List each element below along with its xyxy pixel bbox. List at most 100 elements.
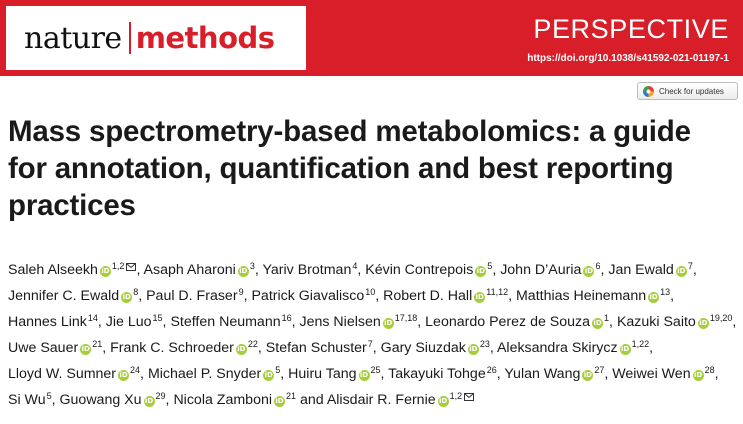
affiliation-number[interactable]: 5 xyxy=(275,365,281,375)
affiliation-number[interactable]: 7 xyxy=(367,339,373,349)
orcid-icon[interactable]: iD xyxy=(143,396,155,407)
author-item[interactable]: Kazuki Saito iD 19,20 xyxy=(616,313,733,330)
orcid-icon[interactable]: iD xyxy=(237,266,249,277)
affiliation-number[interactable]: 5 xyxy=(487,261,493,271)
author-name[interactable]: Hannes Link xyxy=(8,314,87,330)
orcid-icon[interactable]: iD xyxy=(619,344,631,355)
affiliation-number[interactable]: 24 xyxy=(130,365,141,375)
orcid-icon[interactable]: iD xyxy=(592,318,604,329)
author-item[interactable]: Robert D. Hall iD 11,12 xyxy=(383,287,509,304)
affiliation-number[interactable]: 15 xyxy=(152,313,163,323)
author-item[interactable]: Hannes Link14 xyxy=(8,313,98,330)
orcid-icon[interactable]: iD xyxy=(474,292,486,303)
affiliation-number[interactable]: 25 xyxy=(370,365,381,375)
author-name[interactable]: Robert D. Hall xyxy=(383,288,473,304)
affiliation-number[interactable]: 8 xyxy=(133,287,139,297)
orcid-icon[interactable]: iD xyxy=(121,292,133,303)
orcid-icon[interactable]: iD xyxy=(583,266,595,277)
author-item[interactable]: Frank C. Schroeder iD 22 xyxy=(110,339,258,356)
author-item[interactable]: Huiru Tang iD 25 xyxy=(288,365,381,382)
affiliation-number[interactable]: 29 xyxy=(155,391,166,401)
author-item[interactable]: Paul D. Fraser9 xyxy=(146,287,244,304)
author-name[interactable]: Paul D. Fraser xyxy=(146,288,238,304)
author-name[interactable]: John D’Auria xyxy=(500,262,582,278)
affiliation-number[interactable]: 19,20 xyxy=(709,313,733,323)
author-name[interactable]: Takayuki Tohge xyxy=(388,366,486,382)
author-item[interactable]: Nicola Zamboni iD 21 xyxy=(173,391,296,408)
affiliation-number[interactable]: 3 xyxy=(249,261,255,271)
author-name[interactable]: Saleh Alseekh xyxy=(8,262,98,278)
orcid-icon[interactable]: iD xyxy=(437,396,449,407)
author-item[interactable]: Gary Siuzdak iD 23 xyxy=(381,339,490,356)
author-item[interactable]: Kévin Contrepois iD 5 xyxy=(365,261,493,278)
affiliation-number[interactable]: 26 xyxy=(486,365,497,375)
orcid-icon[interactable]: iD xyxy=(648,292,660,303)
orcid-icon[interactable]: iD xyxy=(692,370,704,381)
affiliation-number[interactable]: 27 xyxy=(594,365,605,375)
author-name[interactable]: Asaph Aharoni xyxy=(143,262,236,278)
author-name[interactable]: Nicola Zamboni xyxy=(173,392,273,408)
author-item[interactable]: Michael P. Snyder iD 5 xyxy=(147,365,281,382)
author-name[interactable]: Lloyd W. Sumner xyxy=(8,366,117,382)
check-for-updates-button[interactable]: Check for updates xyxy=(637,82,738,100)
affiliation-number[interactable]: 14 xyxy=(87,313,98,323)
affiliation-number[interactable]: 1,22 xyxy=(631,339,650,349)
orcid-icon[interactable]: iD xyxy=(467,344,479,355)
author-name[interactable]: Alisdair R. Fernie xyxy=(326,392,436,408)
author-item[interactable]: John D’Auria iD 6 xyxy=(500,261,601,278)
author-item[interactable]: Yariv Brotman4 xyxy=(262,261,358,278)
author-item[interactable]: Asaph Aharoni iD 3 xyxy=(143,261,255,278)
affiliation-number[interactable]: 4 xyxy=(352,261,358,271)
author-item[interactable]: Takayuki Tohge26 xyxy=(388,365,497,382)
author-name[interactable]: Yariv Brotman xyxy=(262,262,352,278)
author-name[interactable]: Jennifer C. Ewald xyxy=(8,288,120,304)
orcid-icon[interactable]: iD xyxy=(382,318,394,329)
orcid-icon[interactable]: iD xyxy=(358,370,370,381)
author-name[interactable]: Weiwei Wen xyxy=(612,366,691,382)
orcid-icon[interactable]: iD xyxy=(118,370,130,381)
author-item[interactable]: Saleh Alseekh iD 1,2 xyxy=(8,261,137,278)
author-name[interactable]: Frank C. Schroeder xyxy=(110,340,234,356)
author-item[interactable]: Patrick Giavalisco10 xyxy=(251,287,376,304)
author-item[interactable]: Steffen Neumann16 xyxy=(170,313,291,330)
orcid-icon[interactable]: iD xyxy=(99,266,111,277)
affiliation-number[interactable]: 11,12 xyxy=(486,287,509,297)
affiliation-number[interactable]: 21 xyxy=(92,339,103,349)
journal-logo[interactable]: nature methods xyxy=(6,6,306,70)
affiliation-number[interactable]: 28 xyxy=(704,365,715,375)
author-name[interactable]: Uwe Sauer xyxy=(8,340,79,356)
envelope-icon[interactable] xyxy=(126,256,137,278)
author-item[interactable]: Si Wu5 xyxy=(8,391,52,408)
orcid-icon[interactable]: iD xyxy=(582,370,594,381)
author-item[interactable]: Alisdair R. Fernie iD 1,2 xyxy=(326,391,475,408)
affiliation-number[interactable]: 13 xyxy=(660,287,671,297)
author-name[interactable]: Stefan Schuster xyxy=(265,340,367,356)
author-name[interactable]: Kazuki Saito xyxy=(616,314,696,330)
author-item[interactable]: Jens Nielsen iD 17,18 xyxy=(300,313,418,330)
author-item[interactable]: Leonardo Perez de Souza iD 1 xyxy=(425,313,610,330)
affiliation-number[interactable]: 17,18 xyxy=(394,313,418,323)
author-name[interactable]: Steffen Neumann xyxy=(170,314,281,330)
affiliation-number[interactable]: 5 xyxy=(46,391,52,401)
author-name[interactable]: Si Wu xyxy=(8,392,46,408)
orcid-icon[interactable]: iD xyxy=(475,266,487,277)
affiliation-number[interactable]: 1,2 xyxy=(111,261,125,271)
author-item[interactable]: Guowang Xu iD 29 xyxy=(60,391,166,408)
author-name[interactable]: Patrick Giavalisco xyxy=(251,288,365,304)
affiliation-number[interactable]: 10 xyxy=(365,287,376,297)
author-item[interactable]: Matthias Heinemann iD 13 xyxy=(515,287,671,304)
author-name[interactable]: Michael P. Snyder xyxy=(147,366,262,382)
author-name[interactable]: Yulan Wang xyxy=(504,366,581,382)
affiliation-number[interactable]: 1 xyxy=(604,313,610,323)
orcid-icon[interactable]: iD xyxy=(697,318,709,329)
doi-link[interactable]: https://doi.org/10.1038/s41592-021-01197… xyxy=(527,53,729,64)
affiliation-number[interactable]: 6 xyxy=(595,261,601,271)
orcid-icon[interactable]: iD xyxy=(263,370,275,381)
envelope-icon[interactable] xyxy=(464,386,475,408)
affiliation-number[interactable]: 1,2 xyxy=(449,391,463,401)
author-item[interactable]: Jennifer C. Ewald iD 8 xyxy=(8,287,139,304)
affiliation-number[interactable]: 23 xyxy=(479,339,490,349)
author-name[interactable]: Matthias Heinemann xyxy=(515,288,647,304)
orcid-icon[interactable]: iD xyxy=(80,344,92,355)
affiliation-number[interactable]: 9 xyxy=(238,287,244,297)
